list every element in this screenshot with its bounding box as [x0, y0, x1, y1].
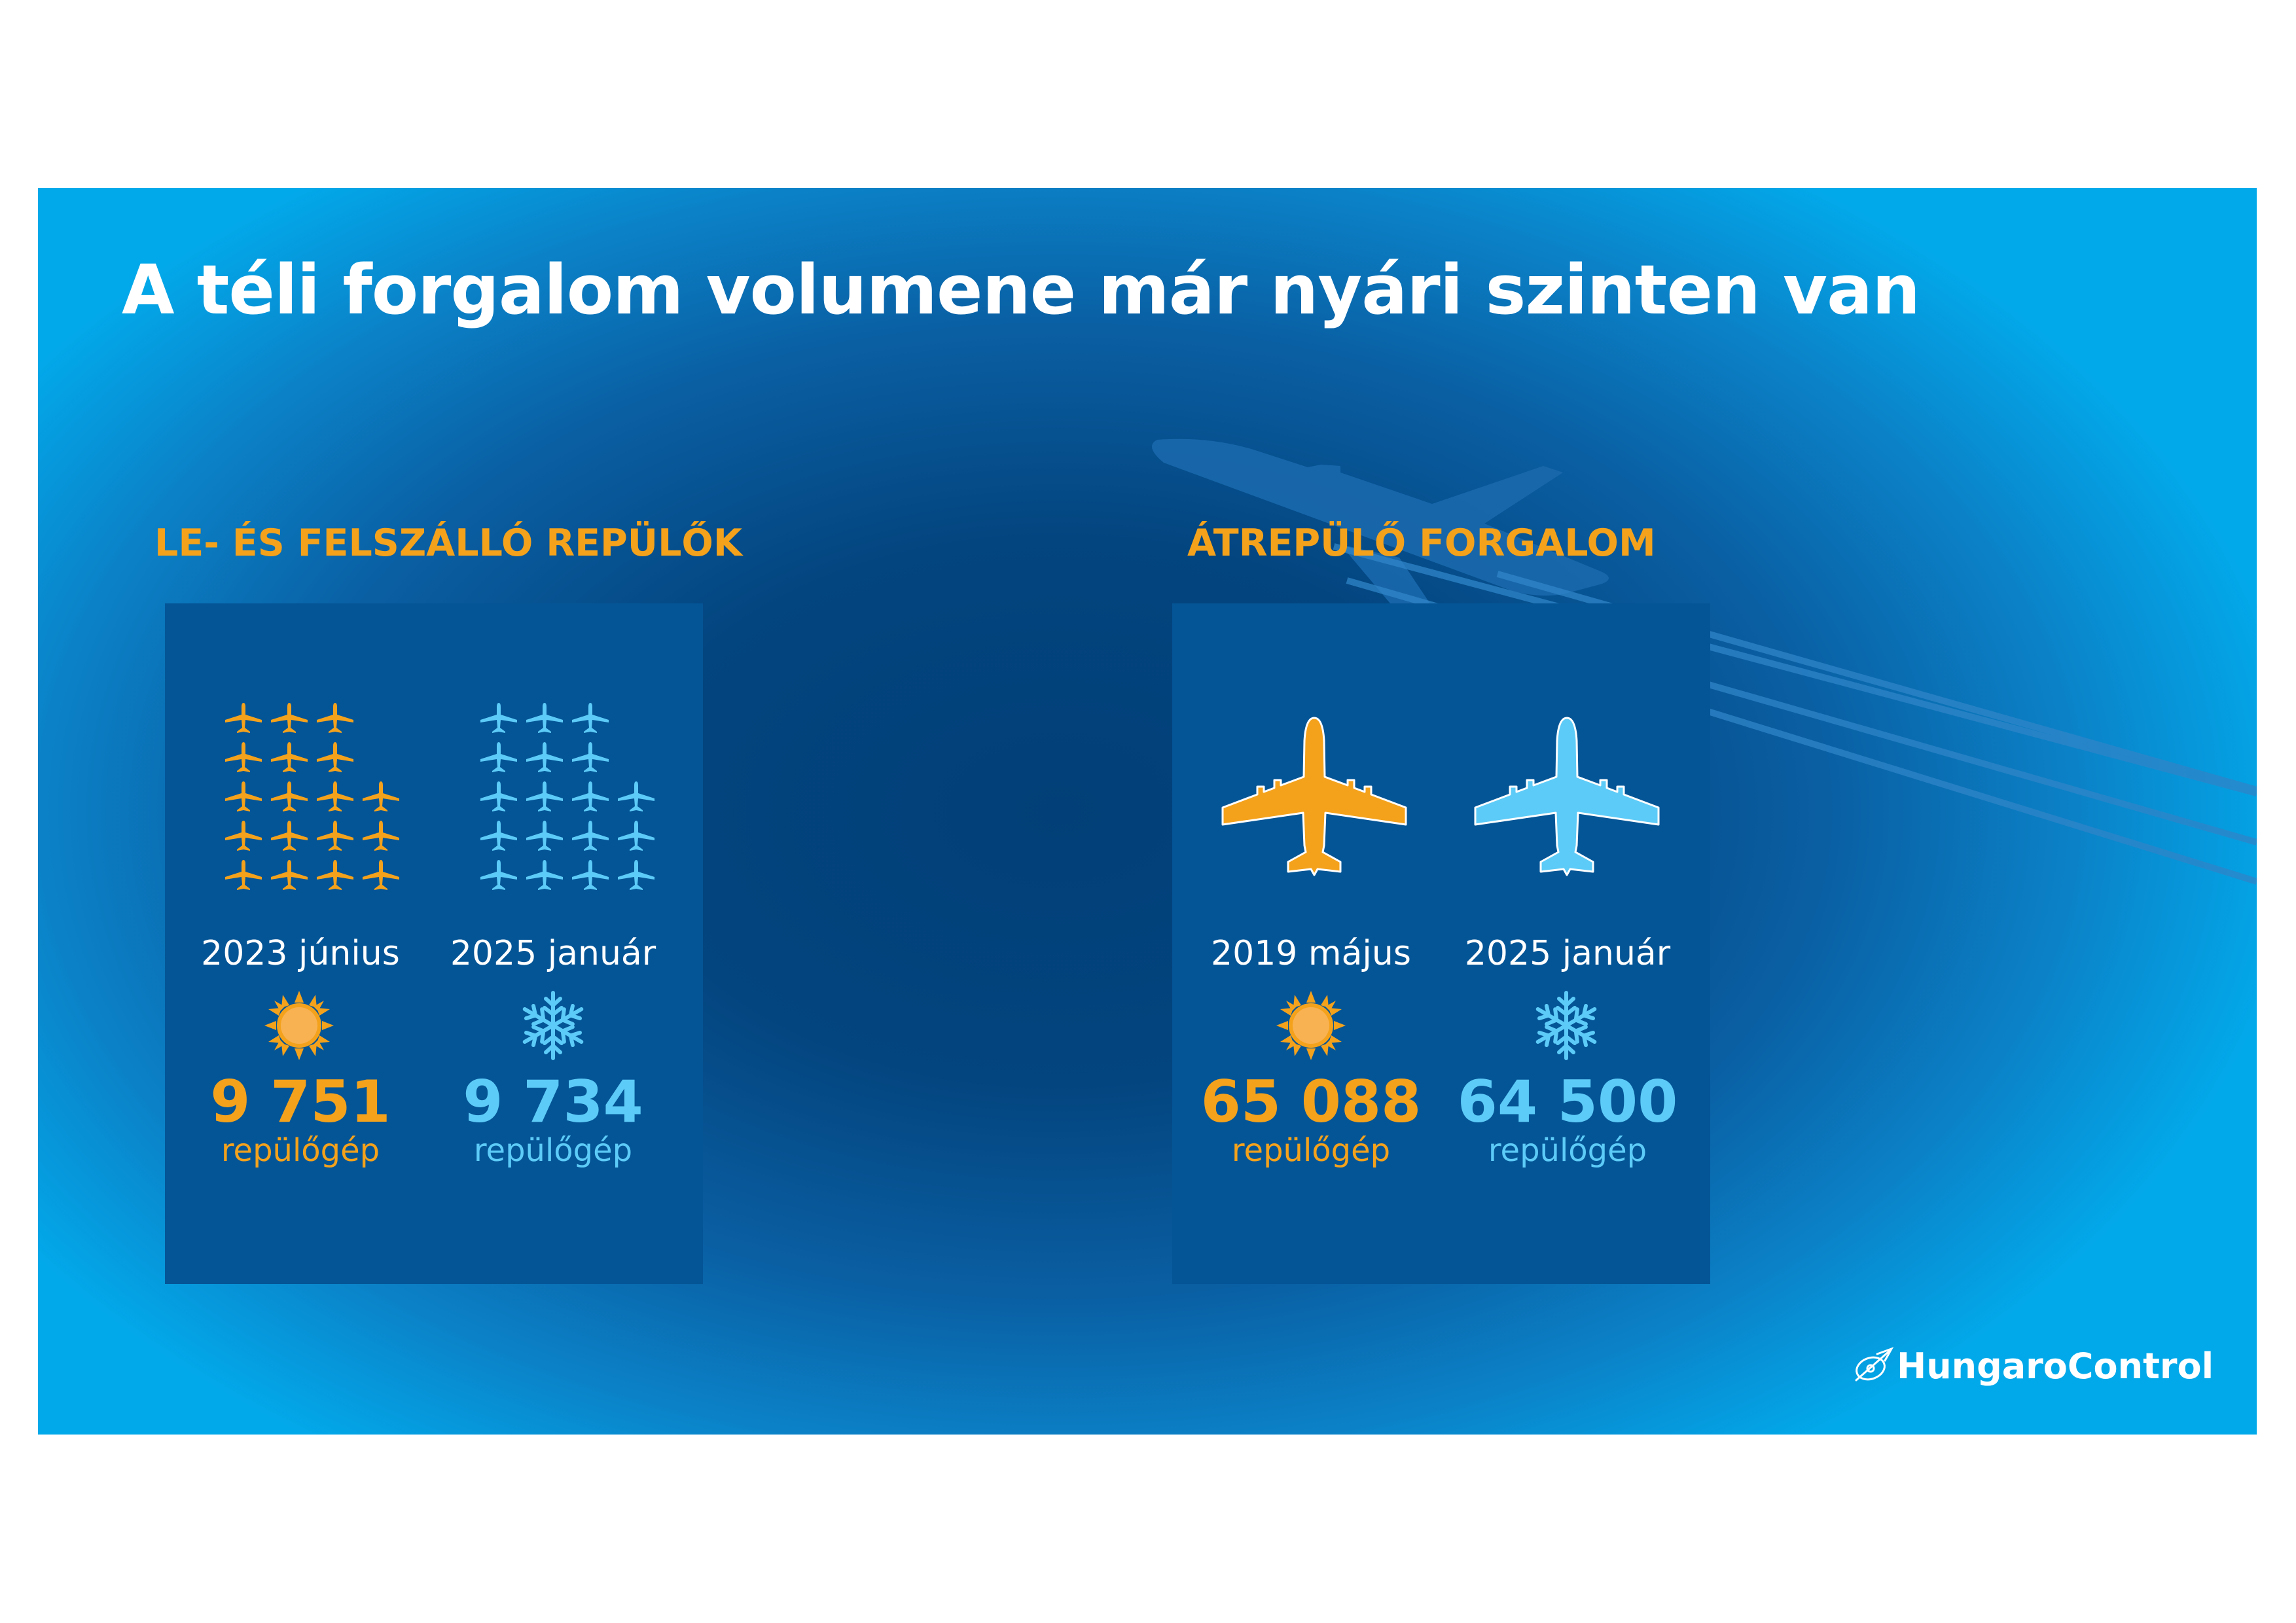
mini-plane-icon — [225, 703, 262, 733]
airplane-icon-cyan — [1472, 715, 1662, 887]
mini-plane-icon — [618, 821, 655, 851]
period-label-2025-january: 2025 január — [1464, 934, 1671, 973]
mini-plane-icon — [572, 781, 609, 812]
hungarocontrol-logo: HungaroControl — [1851, 1343, 2214, 1389]
mini-plane-icon — [480, 703, 517, 733]
section-heading-landing-takeoff: LE- ÉS FELSZÁLLÓ REPÜLŐK — [154, 522, 743, 565]
mini-plane-icon — [572, 821, 609, 851]
mini-plane-icon — [271, 821, 308, 851]
mini-plane-icon — [363, 781, 399, 812]
mini-plane-icon — [572, 742, 609, 772]
overflight-panel: 2019 május 2025 január — [1172, 603, 1710, 1284]
mini-plane-icon — [317, 703, 353, 733]
plane-grid-cyan — [479, 702, 656, 898]
mini-plane-icon — [526, 821, 563, 851]
mini-plane-icon — [480, 781, 517, 812]
infographic-banner: A téli forgalom volumene már nyári szint… — [38, 188, 2257, 1435]
mini-plane-icon — [363, 821, 399, 851]
sun-icon — [1275, 990, 1347, 1064]
mini-plane-icon — [480, 821, 517, 851]
unit-label: repülőgép — [221, 1132, 380, 1169]
mini-plane-icon — [526, 781, 563, 812]
period-label-2019-may: 2019 május — [1211, 934, 1411, 973]
mini-plane-icon — [526, 742, 563, 772]
snowflake-icon — [1530, 990, 1602, 1064]
mini-plane-icon — [618, 860, 655, 890]
mini-plane-icon — [225, 781, 262, 812]
mini-plane-icon — [572, 703, 609, 733]
mini-plane-icon — [317, 781, 353, 812]
mini-plane-icon — [271, 860, 308, 890]
mini-plane-icon — [271, 781, 308, 812]
period-label-2025-january: 2025 január — [450, 934, 656, 973]
mini-plane-icon — [225, 742, 262, 772]
mini-plane-icon — [618, 781, 655, 812]
unit-label: repülőgép — [1231, 1132, 1391, 1169]
hungarocontrol-logo-icon — [1855, 1347, 1894, 1382]
period-label-2023-june: 2023 június — [201, 934, 400, 973]
plane-grid-orange — [224, 702, 401, 898]
value-2025-january: 9 734 — [463, 1068, 643, 1135]
sun-icon — [263, 990, 335, 1064]
mini-plane-icon — [480, 860, 517, 890]
section-heading-overflight: ÁTREPÜLŐ FORGALOM — [1187, 522, 1656, 565]
mini-plane-icon — [317, 860, 353, 890]
mini-plane-icon — [526, 860, 563, 890]
mini-plane-icon — [225, 821, 262, 851]
snowflake-icon — [517, 990, 589, 1064]
mini-plane-icon — [572, 860, 609, 890]
mini-plane-icon — [225, 860, 262, 890]
airplane-icon-orange — [1219, 715, 1409, 887]
value-2025-january: 64 500 — [1457, 1068, 1678, 1135]
mini-plane-icon — [480, 742, 517, 772]
value-2019-may: 65 088 — [1200, 1068, 1422, 1135]
mini-plane-icon — [317, 742, 353, 772]
unit-label: repülőgép — [473, 1132, 633, 1169]
mini-plane-icon — [271, 742, 308, 772]
mini-plane-icon — [363, 860, 399, 890]
unit-label: repülőgép — [1488, 1132, 1647, 1169]
landing-takeoff-panel: 2023 június 2025 január — [165, 603, 703, 1284]
mini-plane-icon — [317, 821, 353, 851]
mini-plane-icon — [526, 703, 563, 733]
page-title: A téli forgalom volumene már nyári szint… — [122, 250, 1920, 330]
mini-plane-icon — [271, 703, 308, 733]
logo-text: HungaroControl — [1897, 1345, 2214, 1387]
value-2023-june: 9 751 — [210, 1068, 391, 1135]
